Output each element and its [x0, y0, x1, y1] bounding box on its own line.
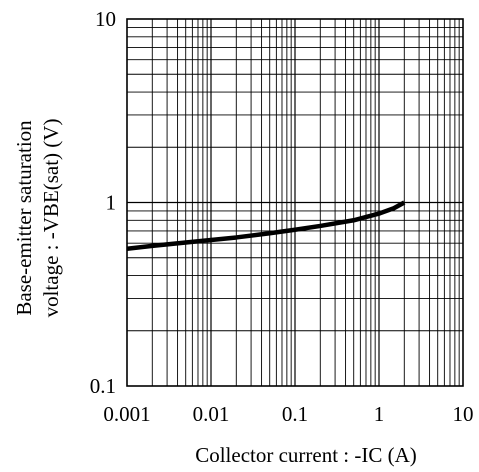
x-axis-label: Collector current : -IC (A) — [195, 443, 417, 467]
y-tick-label: 0.1 — [90, 374, 116, 398]
plot-frame — [126, 18, 464, 387]
x-tick-label: 0.001 — [103, 402, 150, 426]
series-line-0 — [126, 200, 406, 251]
y-tick-label: 10 — [95, 7, 116, 31]
x-tick-label: 0.1 — [282, 402, 308, 426]
grid — [127, 19, 463, 386]
x-tick-label: 0.01 — [193, 402, 230, 426]
series-layer — [126, 200, 406, 251]
y-tick-label: 1 — [106, 191, 117, 215]
y-tick-labels: 0.1 1 10 — [90, 7, 116, 398]
y-axis-label-line2: voltage : -VBE(sat) (V) — [39, 119, 63, 318]
y-axis-label-line1: Base-emitter saturation — [12, 120, 36, 316]
x-tick-labels: 0.001 0.01 0.1 1 10 — [103, 402, 473, 426]
x-tick-label: 10 — [453, 402, 474, 426]
x-tick-label: 1 — [374, 402, 385, 426]
